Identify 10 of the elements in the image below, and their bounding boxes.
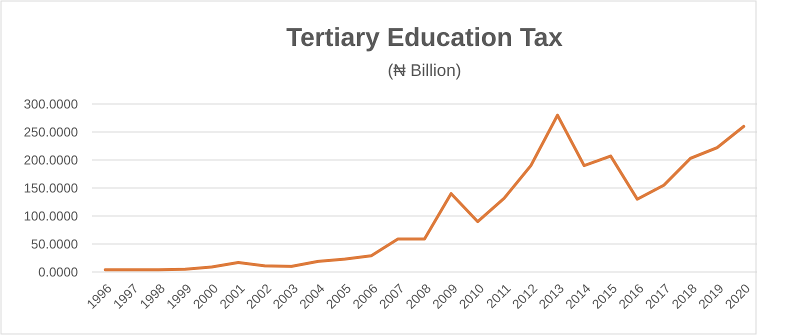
chart-subtitle: (₦ Billion) [388, 61, 462, 80]
y-tick-label: 50.0000 [31, 236, 78, 252]
chart-title: Tertiary Education Tax [286, 22, 564, 52]
y-tick-label: 200.0000 [24, 152, 78, 168]
line-series [104, 114, 746, 272]
y-tick-label: 100.0000 [24, 208, 78, 224]
y-tick-label: 300.0000 [24, 96, 78, 112]
y-tick-label: 0.0000 [38, 264, 78, 280]
y-tick-label: 150.0000 [24, 180, 78, 196]
y-tick-label: 250.0000 [24, 124, 78, 140]
